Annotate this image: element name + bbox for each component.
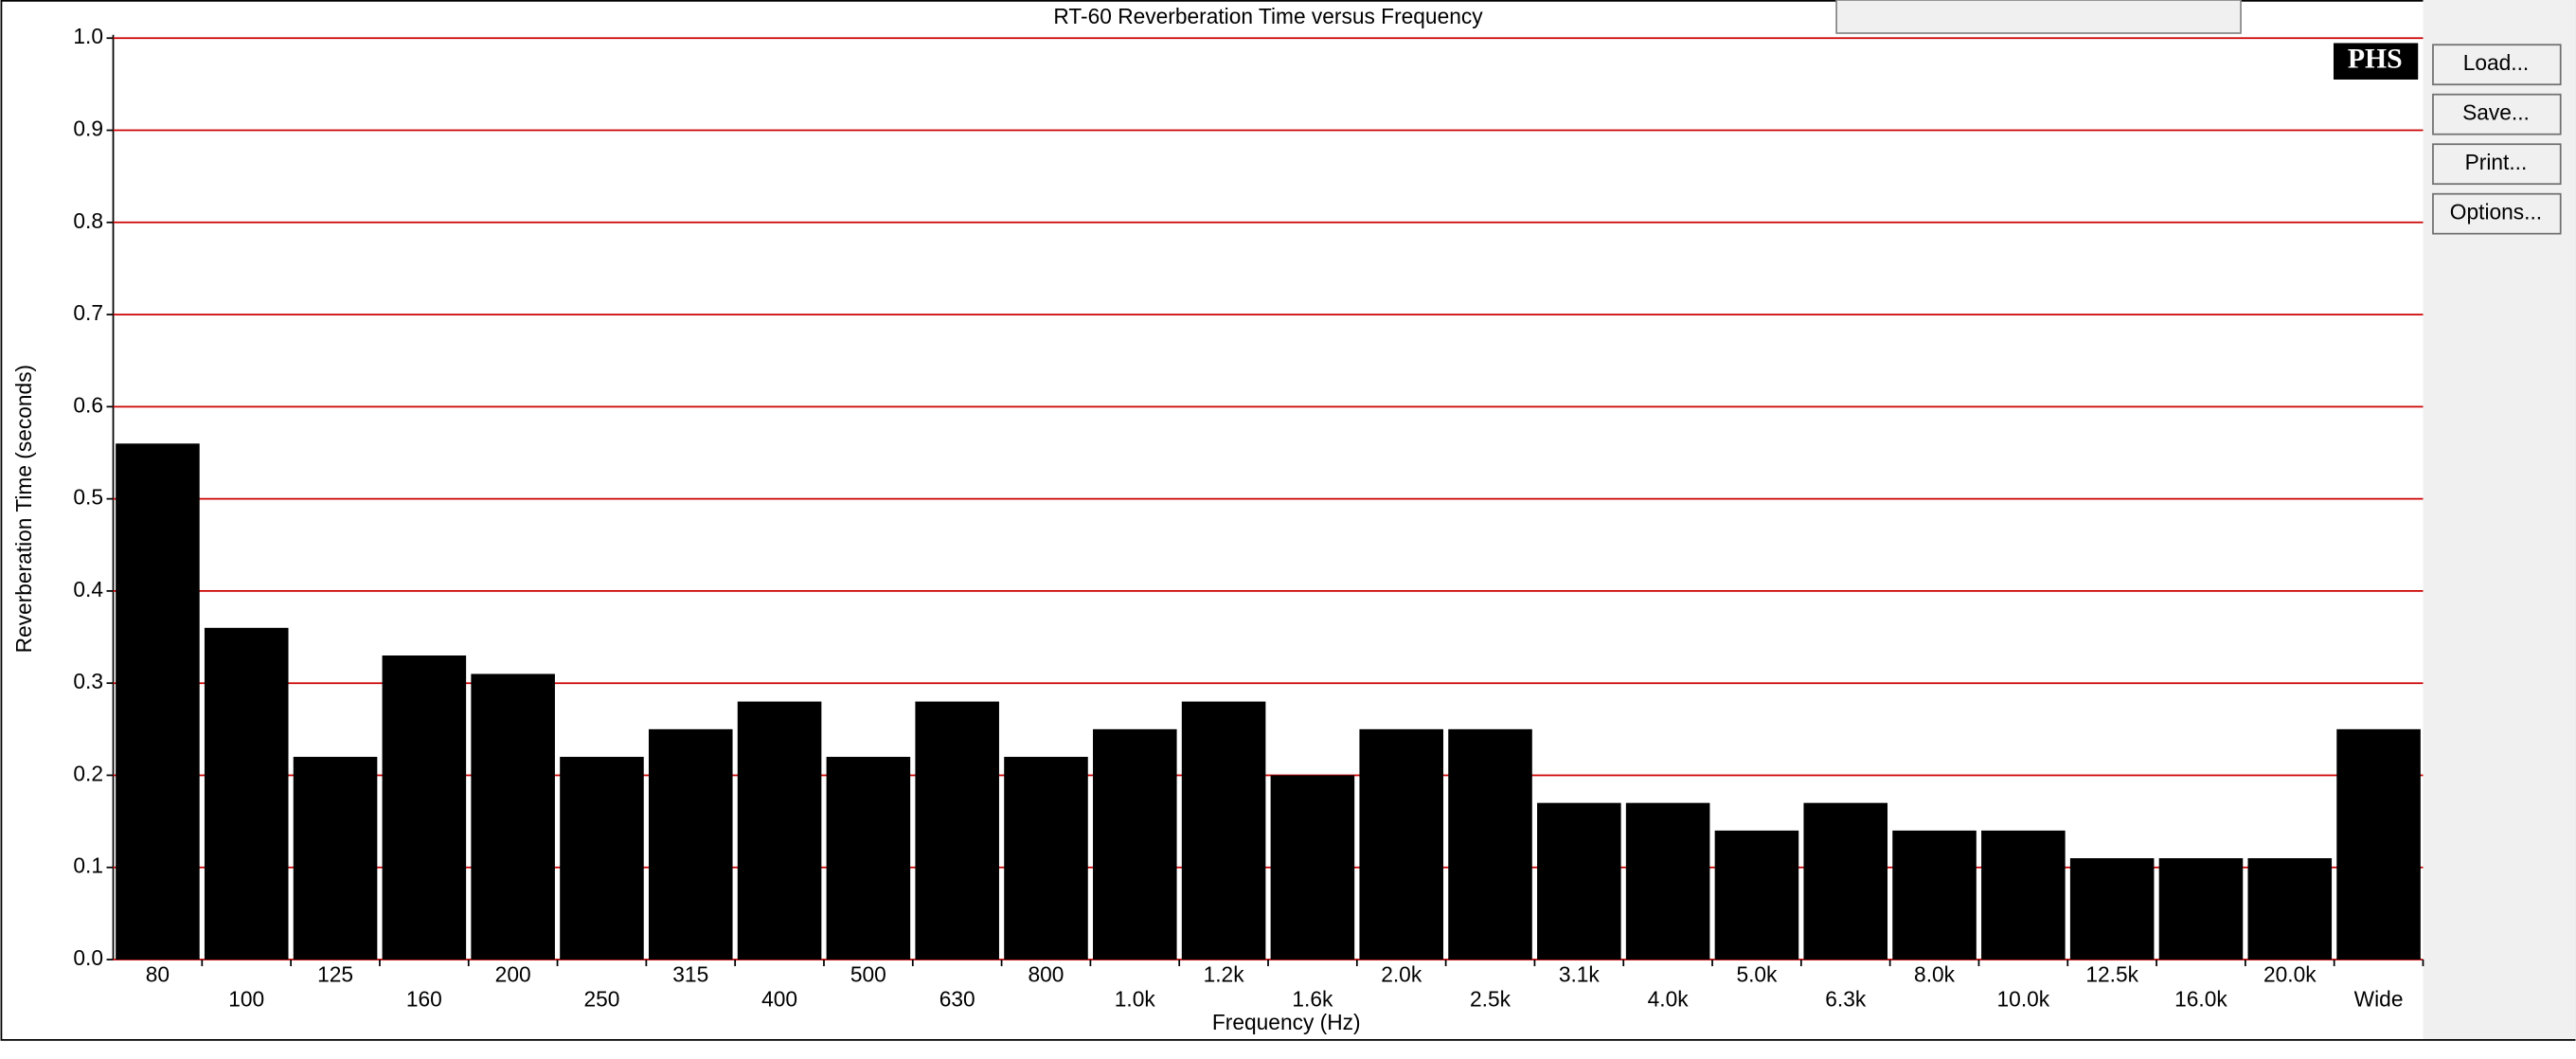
- x-tick-label: 1.2k: [1204, 962, 1245, 987]
- x-tick-label: 2.5k: [1470, 987, 1512, 1012]
- y-tick-label: 0.0: [73, 945, 103, 970]
- y-tick-label: 0.4: [73, 577, 103, 601]
- x-tick-label: 6.3k: [1825, 987, 1867, 1012]
- x-tick-label: 4.0k: [1648, 987, 1690, 1012]
- bar: [648, 728, 733, 960]
- y-tick-label: 0.3: [73, 669, 103, 693]
- x-tick-label: 630: [939, 987, 975, 1012]
- button-label[interactable]: Save...: [2462, 100, 2530, 125]
- x-tick-label: 315: [672, 962, 708, 987]
- bar: [116, 443, 200, 960]
- button-label[interactable]: Load...: [2463, 50, 2530, 75]
- x-tick-label: 125: [317, 962, 353, 987]
- y-tick-label: 0.8: [73, 208, 103, 233]
- button-label[interactable]: Options...: [2450, 200, 2542, 224]
- x-tick-label: 1.6k: [1292, 987, 1333, 1012]
- bar: [1892, 830, 1977, 960]
- bar: [1093, 728, 1177, 960]
- x-tick-label: 200: [495, 962, 531, 987]
- button-label[interactable]: Print...: [2465, 150, 2528, 174]
- bar: [1537, 802, 1621, 960]
- y-tick-label: 0.1: [73, 853, 103, 878]
- bar: [2069, 858, 2155, 960]
- x-tick-label: 400: [761, 987, 797, 1012]
- bar: [1981, 830, 2066, 960]
- bar: [293, 757, 378, 960]
- x-tick-label: 250: [583, 987, 619, 1012]
- bar: [737, 701, 822, 960]
- y-tick-label: 0.2: [73, 761, 103, 785]
- x-axis-title: Frequency (Hz): [1212, 1010, 1361, 1034]
- bar: [471, 673, 555, 960]
- x-tick-label: 1.0k: [1115, 987, 1156, 1012]
- bar: [1004, 757, 1088, 960]
- x-tick-label: 12.5k: [2085, 962, 2138, 987]
- bar: [1625, 802, 1710, 960]
- buttons: Load... Save... Print... Options...: [2432, 44, 2562, 235]
- y-tick-label: 0.5: [73, 485, 103, 510]
- button[interactable]: [2432, 143, 2562, 186]
- bar: [1270, 775, 1355, 960]
- bar: [204, 627, 289, 960]
- button[interactable]: [2432, 192, 2562, 235]
- y-axis-title: Reverberation Time (seconds): [11, 365, 36, 654]
- bar: [2336, 728, 2421, 960]
- bar: [1714, 830, 1799, 960]
- x-tick-label: 160: [406, 987, 442, 1012]
- bar: [826, 757, 911, 960]
- x-tick-label: 16.0k: [2174, 987, 2227, 1012]
- y-tick-label: 0.9: [73, 117, 103, 141]
- x-tick-label: 5.0k: [1736, 962, 1778, 987]
- bar: [2158, 858, 2244, 960]
- x-tick-label: 2.0k: [1381, 962, 1422, 987]
- x-tick-label: 100: [228, 987, 264, 1012]
- toolbar-fragment: [1835, 0, 2242, 34]
- y-tick-label: 1.0: [73, 24, 103, 48]
- logo: PHS: [2348, 44, 2403, 75]
- x-tick-label: 80: [146, 962, 170, 987]
- x-tick-label: 20.0k: [2263, 962, 2317, 987]
- x-tick-label: Wide: [2354, 987, 2404, 1012]
- logo-box: [2334, 43, 2419, 80]
- button[interactable]: [2432, 93, 2562, 135]
- bar: [1448, 728, 1532, 960]
- x-tick-label: 3.1k: [1559, 962, 1601, 987]
- x-tick-label: 10.0k: [1997, 987, 2050, 1012]
- bar: [1181, 701, 1266, 960]
- chart-title: RT-60 Reverberation Time versus Frequenc…: [1053, 4, 1483, 28]
- y-tick-label: 0.6: [73, 392, 103, 417]
- bar: [382, 655, 467, 960]
- x-tick-label: 500: [850, 962, 886, 987]
- button[interactable]: [2432, 44, 2562, 86]
- bar: [560, 757, 644, 960]
- y-tick-label: 0.7: [73, 300, 103, 325]
- bar: [1359, 728, 1443, 960]
- bar: [2247, 858, 2333, 960]
- x-tick-label: 800: [1029, 962, 1064, 987]
- bar: [915, 701, 999, 960]
- bar: [1803, 802, 1888, 960]
- x-tick-label: 8.0k: [1914, 962, 1956, 987]
